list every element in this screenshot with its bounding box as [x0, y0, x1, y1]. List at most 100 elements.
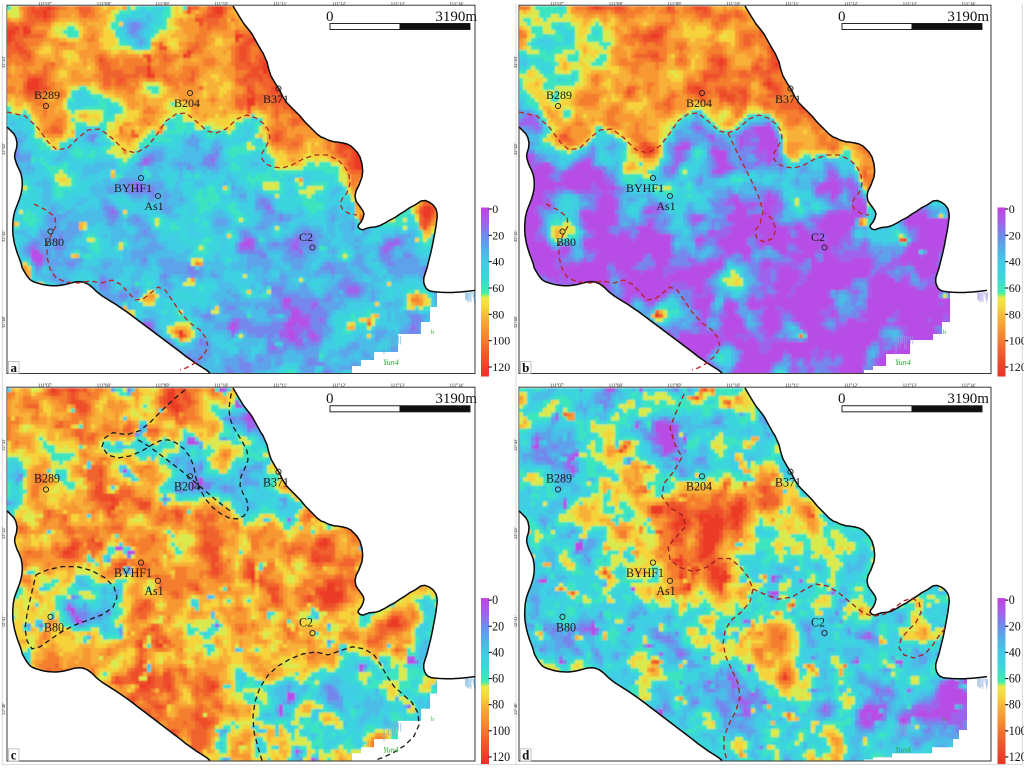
svg-text:b: b [431, 717, 434, 723]
svg-text:b: b [943, 717, 946, 723]
svg-text:80: 80 [1009, 698, 1021, 712]
svg-text:80: 80 [492, 698, 504, 712]
svg-text:B80: B80 [556, 235, 576, 249]
svg-text:80: 80 [1009, 307, 1021, 321]
svg-text:BYHF1: BYHF1 [114, 566, 152, 580]
svg-text:As1: As1 [656, 199, 675, 213]
svg-text:32°42′: 32°42′ [1, 143, 6, 155]
svg-text:B371: B371 [775, 92, 801, 106]
svg-text:100: 100 [492, 334, 510, 348]
svg-text:32°40′: 32°40′ [513, 316, 518, 328]
svg-text:B204: B204 [174, 96, 200, 110]
svg-text:111°12′: 111°12′ [332, 384, 346, 389]
svg-text:B289: B289 [34, 471, 60, 485]
svg-text:c: c [11, 747, 17, 762]
svg-text:32°42′: 32°42′ [513, 143, 518, 155]
svg-text:60: 60 [1009, 281, 1021, 295]
svg-text:B371: B371 [263, 92, 289, 106]
svg-text:Yun4: Yun4 [895, 358, 911, 367]
svg-text:32°40′: 32°40′ [1, 316, 6, 328]
svg-text:111°07′: 111°07′ [550, 384, 564, 389]
svg-text:120: 120 [1009, 750, 1024, 764]
svg-text:0: 0 [326, 391, 334, 407]
svg-text:32°43′: 32°43′ [513, 56, 518, 68]
svg-text:0: 0 [326, 9, 334, 25]
svg-text:3190m: 3190m [947, 391, 989, 407]
svg-text:32°43′: 32°43′ [514, 439, 519, 451]
svg-text:b: b [431, 330, 434, 336]
svg-text:0: 0 [1009, 202, 1015, 216]
svg-text:B204: B204 [686, 96, 712, 110]
svg-text:As1: As1 [144, 584, 163, 598]
svg-text:111°10′: 111°10′ [214, 384, 228, 389]
svg-text:111°09′: 111°09′ [156, 384, 170, 389]
svg-text:0: 0 [492, 202, 498, 216]
svg-text:B371: B371 [775, 475, 801, 489]
svg-text:111°10′: 111°10′ [726, 1, 740, 6]
svg-text:32°41′: 32°41′ [513, 230, 518, 242]
svg-text:C2: C2 [811, 615, 825, 629]
svg-text:60: 60 [1009, 672, 1021, 686]
svg-text:20: 20 [1009, 228, 1021, 242]
svg-text:60: 60 [492, 672, 504, 686]
svg-text:As1: As1 [144, 199, 163, 213]
svg-text:111°13′: 111°13′ [391, 384, 405, 389]
svg-text:As1: As1 [656, 584, 675, 598]
svg-text:111°13′: 111°13′ [903, 384, 917, 389]
svg-text:32°40′: 32°40′ [514, 703, 519, 715]
svg-text:111°14′: 111°14′ [962, 384, 976, 389]
svg-text:B289: B289 [546, 471, 572, 485]
svg-text:32°43′: 32°43′ [1, 56, 6, 68]
svg-text:111°11′: 111°11′ [785, 1, 799, 6]
svg-text:111°08′: 111°08′ [609, 384, 623, 389]
svg-text:100: 100 [1009, 334, 1024, 348]
svg-text:120: 120 [1009, 360, 1024, 374]
svg-text:111°10′: 111°10′ [214, 1, 228, 6]
svg-text:BYHF1: BYHF1 [626, 181, 664, 195]
svg-text:Yun4: Yun4 [383, 745, 399, 754]
svg-text:32°41′: 32°41′ [1, 230, 6, 242]
svg-text:32°40′: 32°40′ [2, 703, 7, 715]
svg-text:120: 120 [492, 360, 510, 374]
svg-text:C2: C2 [299, 230, 313, 244]
svg-text:b: b [943, 330, 946, 336]
svg-text:40: 40 [492, 255, 504, 269]
svg-text:B204: B204 [686, 479, 712, 493]
svg-text:B80: B80 [556, 621, 576, 635]
svg-text:0: 0 [492, 593, 498, 607]
svg-text:40: 40 [1009, 645, 1021, 659]
svg-text:111°11′: 111°11′ [785, 384, 799, 389]
svg-text:3190m: 3190m [435, 9, 477, 25]
svg-text:20: 20 [492, 228, 504, 242]
svg-text:111°11′: 111°11′ [273, 1, 287, 6]
svg-text:111°10′: 111°10′ [726, 384, 740, 389]
svg-text:b: b [522, 360, 529, 375]
svg-text:111°12′: 111°12′ [332, 1, 346, 6]
svg-text:111°11′: 111°11′ [273, 384, 287, 389]
svg-text:111°14′: 111°14′ [450, 1, 464, 6]
svg-text:3190m: 3190m [435, 391, 477, 407]
svg-text:B371: B371 [263, 475, 289, 489]
svg-text:120: 120 [492, 750, 510, 764]
svg-text:0: 0 [838, 391, 846, 407]
svg-text:100: 100 [492, 724, 510, 738]
svg-text:60: 60 [492, 281, 504, 295]
svg-text:32°41′: 32°41′ [2, 615, 7, 627]
svg-text:111°09′: 111°09′ [156, 1, 170, 6]
svg-text:B289: B289 [546, 88, 572, 102]
svg-text:111°08′: 111°08′ [609, 1, 623, 6]
svg-text:111°07′: 111°07′ [38, 1, 52, 6]
svg-text:C2: C2 [299, 615, 313, 629]
svg-text:111°07′: 111°07′ [550, 1, 564, 6]
svg-text:BYHF1: BYHF1 [114, 181, 152, 195]
svg-text:32°43′: 32°43′ [2, 439, 7, 451]
svg-text:Yun4: Yun4 [383, 358, 399, 367]
svg-text:B289: B289 [34, 88, 60, 102]
svg-text:111°08′: 111°08′ [97, 1, 111, 6]
svg-text:32°42′: 32°42′ [514, 527, 519, 539]
svg-text:20: 20 [492, 619, 504, 633]
svg-text:B204: B204 [174, 479, 200, 493]
svg-text:B80: B80 [44, 621, 64, 635]
svg-text:32°41′: 32°41′ [514, 615, 519, 627]
svg-text:a: a [10, 360, 17, 375]
